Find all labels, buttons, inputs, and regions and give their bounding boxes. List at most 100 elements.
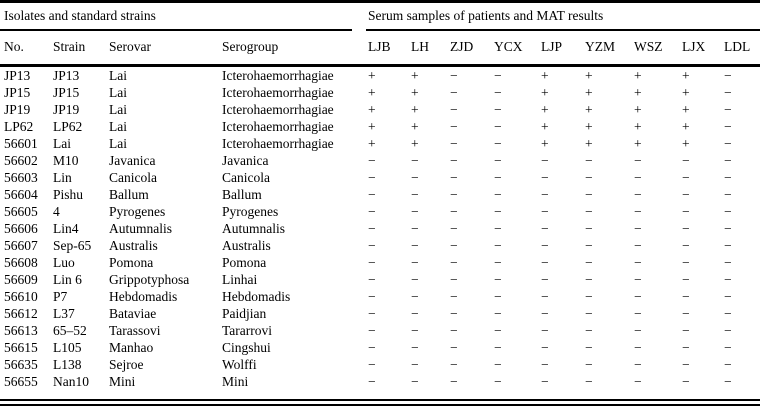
mat-result-cell-ycx: − [494,221,502,236]
mat-result-cell-zjd: − [450,357,458,372]
mat-result-cell-wsz: + [634,136,642,151]
mat-result-cell-ldl: − [724,68,732,83]
mat-result-cell-ljx: − [682,170,690,185]
mat-result-cell-wsz: + [634,85,642,100]
mat-result-cell-wsz: − [634,323,642,338]
mat-result-cell-wsz: − [634,272,642,287]
mat-result-cell-wsz: − [634,204,642,219]
mat-result-cell-ljp: − [541,374,549,389]
cell-serovar: Sejroe [109,357,144,372]
cell-no: 56605 [4,204,38,219]
cell-serogroup: Icterohaemorrhagiae [222,119,334,134]
mat-result-cell-zjd: − [450,255,458,270]
table-row: 56602 M10 Javanica Javanica − − − − − − − − − [0,152,760,169]
column-header-yzm: YZM [583,29,633,67]
mat-result-cell-ycx: − [494,272,502,287]
cell-strain: Lin4 [53,221,79,236]
mat-result-cell-ljp: − [541,221,549,236]
group-header-serum: Serum samples of patients and MAT result… [366,1,760,31]
table-row: JP19 JP19 Lai Icterohaemorrhagiae + + − − + + + + − [0,101,760,118]
cell-serovar: Bataviae [109,306,157,321]
mat-result-cell-yzm: − [585,221,593,236]
mat-result-cell-lh: + [411,136,419,151]
mat-result-cell-ljx: + [682,85,690,100]
mat-result-cell-lh: − [411,357,419,372]
cell-strain: JP13 [53,68,80,83]
cell-no: JP15 [4,85,31,100]
mat-result-cell-ycx: − [494,204,502,219]
mat-result-cell-ljp: + [541,136,549,151]
table-row: 56603 Lin Canicola Canicola − − − − − − − − − [0,169,760,186]
mat-result-cell-ycx: − [494,136,502,151]
cell-serogroup: Icterohaemorrhagiae [222,136,334,151]
cell-gap [352,322,366,339]
mat-result-cell-wsz: + [634,68,642,83]
cell-serovar: Ballum [109,187,149,202]
mat-result-cell-ljb: + [368,136,376,151]
cell-no: JP19 [4,102,31,117]
mat-result-cell-ycx: − [494,306,502,321]
mat-result-cell-lh: − [411,374,419,389]
cell-no: JP13 [4,68,31,83]
mat-result-cell-ycx: − [494,153,502,168]
mat-result-cell-yzm: − [585,153,593,168]
mat-result-cell-ldl: − [724,238,732,253]
cell-gap [352,254,366,271]
cell-gap [352,288,366,305]
column-header-row: No. Strain Serovar Serogroup LJB LH ZJD … [0,29,760,67]
mat-result-cell-zjd: − [450,85,458,100]
cell-serovar: Pyrogenes [109,204,166,219]
mat-result-cell-ldl: − [724,153,732,168]
mat-results-table: Isolates and standard strains Serum samp… [0,0,760,406]
cell-no: 56604 [4,187,38,202]
column-header-lh: LH [409,29,449,67]
mat-result-cell-lh: − [411,170,419,185]
group-header-gap [352,2,366,30]
cell-gap [352,203,366,220]
mat-result-cell-wsz: − [634,187,642,202]
mat-result-cell-ljp: − [541,289,549,304]
column-header-ljp: LJP [539,29,584,67]
column-header-serovar: Serovar [109,29,222,67]
mat-result-cell-wsz: − [634,289,642,304]
cell-no: 56615 [4,340,38,355]
mat-result-cell-lh: − [411,204,419,219]
mat-result-cell-ljx: + [682,119,690,134]
table-row: 56615 L105 Manhao Cingshui − − − − − − − − − [0,339,760,356]
mat-result-cell-ycx: − [494,102,502,117]
mat-result-cell-wsz: − [634,340,642,355]
group-header-row: Isolates and standard strains Serum samp… [0,1,760,31]
column-header-zjd: ZJD [448,29,493,67]
mat-result-cell-ycx: − [494,85,502,100]
mat-result-cell-yzm: − [585,187,593,202]
mat-result-cell-ljb: + [368,102,376,117]
mat-result-cell-ldl: − [724,323,732,338]
mat-result-cell-zjd: − [450,119,458,134]
cell-no: 56655 [4,374,38,389]
column-header-strain: Strain [53,29,109,67]
cell-serogroup: Hebdomadis [222,289,291,304]
mat-result-cell-ljx: − [682,374,690,389]
mat-result-cell-ycx: − [494,374,502,389]
table-row: 56609 Lin 6 Grippotyphosa Linhai − − − − − − − − − [0,271,760,288]
mat-result-cell-yzm: − [585,272,593,287]
mat-result-cell-ljx: − [682,306,690,321]
mat-result-cell-wsz: + [634,119,642,134]
cell-serogroup: Australis [222,238,271,253]
mat-result-cell-ljb: + [368,85,376,100]
mat-result-cell-ldl: − [724,374,732,389]
cell-strain: M10 [53,153,79,168]
mat-result-cell-ycx: − [494,289,502,304]
mat-result-cell-ljb: − [368,306,376,321]
mat-result-cell-lh: + [411,102,419,117]
mat-result-cell-lh: − [411,221,419,236]
mat-result-cell-yzm: − [585,340,593,355]
mat-result-cell-lh: − [411,238,419,253]
mat-result-cell-wsz: − [634,357,642,372]
cell-no: 56608 [4,255,38,270]
cell-serovar: Lai [109,68,127,83]
mat-result-cell-ljx: − [682,357,690,372]
mat-result-cell-ycx: − [494,238,502,253]
cell-serogroup: Ballum [222,187,262,202]
